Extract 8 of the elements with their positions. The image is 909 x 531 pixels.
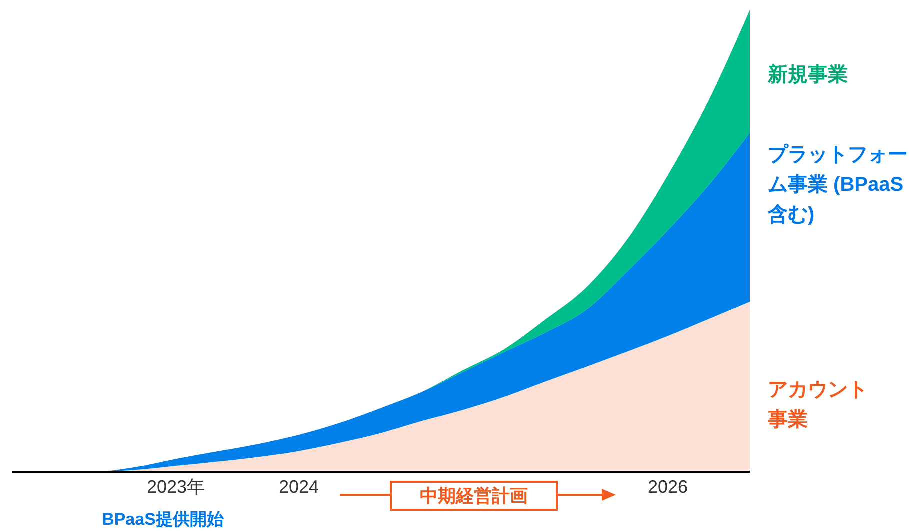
- x-tick-label: 2024: [278, 476, 320, 497]
- series-label: 新規事業: [768, 62, 849, 88]
- x-tick-label: 2023年: [146, 476, 206, 497]
- text: 中期経営計画: [390, 481, 558, 511]
- text: BPaaS提供開始: [101, 509, 225, 531]
- series-label: アカウント事業: [768, 378, 869, 433]
- series-label: プラットフォーム事業 (BPaaS含む): [768, 142, 909, 228]
- x-tick-label: 2026: [648, 476, 688, 497]
